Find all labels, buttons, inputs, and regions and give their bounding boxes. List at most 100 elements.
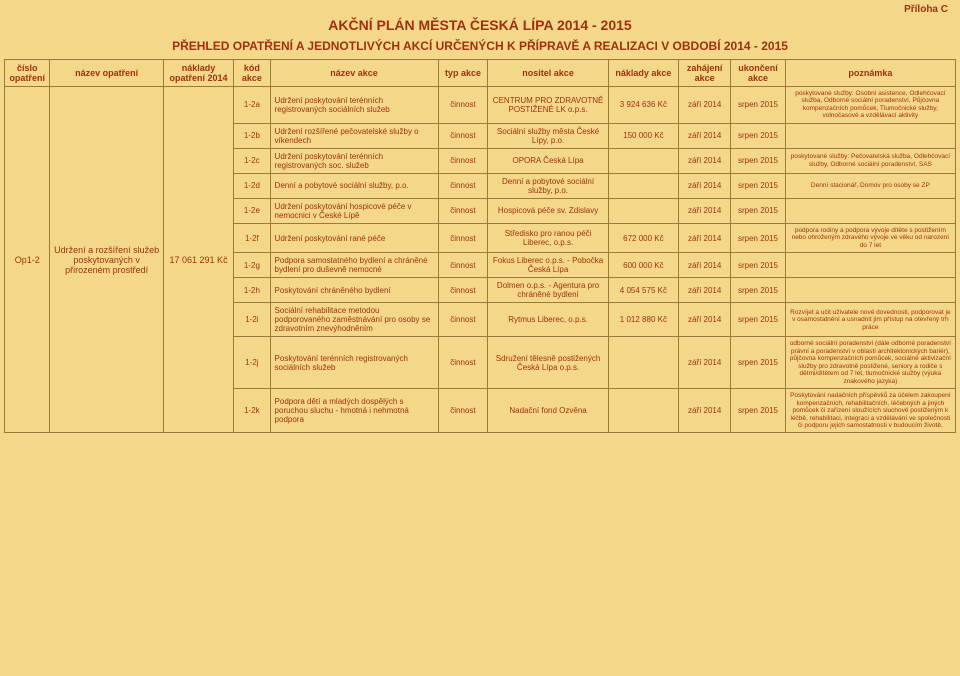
cell-naklady-akce: [608, 198, 678, 223]
cell-typ-akce: činnost: [438, 337, 488, 389]
cell-nositel: OPORA Česká Lípa: [488, 148, 608, 173]
cell-nazev-akce: Podpora samostatného bydlení a chráněné …: [270, 253, 438, 278]
hdr-nakladak: náklady akce: [608, 60, 678, 87]
cell-nositel: Nadační fond Ozvěna: [488, 389, 608, 433]
cell-naklady-akce: [608, 148, 678, 173]
hdr-cislo: číslo opatření: [5, 60, 50, 87]
cell-zahajeni: září 2014: [679, 123, 731, 148]
hdr-kod: kód akce: [234, 60, 270, 87]
cell-nositel: Sociální služby města České Lípy, p.o.: [488, 123, 608, 148]
cell-zahajeni: září 2014: [679, 337, 731, 389]
cell-ukonceni: srpen 2015: [731, 223, 785, 252]
cell-ukonceni: srpen 2015: [731, 389, 785, 433]
cell-nazev-akce: Sociální rehabilitace metodou podporovan…: [270, 303, 438, 337]
cell-naklady-akce: 3 924 636 Kč: [608, 87, 678, 124]
cell-nazev-akce: Udržení rozšířené pečovatelské služby o …: [270, 123, 438, 148]
cell-ukonceni: srpen 2015: [731, 173, 785, 198]
cell-zahajeni: září 2014: [679, 389, 731, 433]
header-row: číslo opatření název opatření náklady op…: [5, 60, 956, 87]
cell-ukonceni: srpen 2015: [731, 198, 785, 223]
cell-nositel: Dolmen o.p.s. - Agentura pro chráněné by…: [488, 278, 608, 303]
cell-typ-akce: činnost: [438, 198, 488, 223]
hdr-uko: ukončení akce: [731, 60, 785, 87]
cell-typ-akce: činnost: [438, 173, 488, 198]
cell-zahajeni: září 2014: [679, 198, 731, 223]
cell-typ-akce: činnost: [438, 123, 488, 148]
cell-nositel: Fokus Liberec o.p.s. - Pobočka Česká Líp…: [488, 253, 608, 278]
table-row: Op1-2Udržení a rozšíření služeb poskytov…: [5, 87, 956, 124]
doc-title-1: AKČNÍ PLÁN MĚSTA ČESKÁ LÍPA 2014 - 2015: [4, 17, 956, 33]
cell-typ-akce: činnost: [438, 253, 488, 278]
cell-naklady-akce: [608, 173, 678, 198]
hdr-nositel: nositel akce: [488, 60, 608, 87]
document-page: Příloha C AKČNÍ PLÁN MĚSTA ČESKÁ LÍPA 20…: [0, 0, 960, 437]
cell-nazev-akce: Poskytování terénních registrovaných soc…: [270, 337, 438, 389]
cell-kod: 1-2k: [234, 389, 270, 433]
cell-naklady-akce: 4 054 575 Kč: [608, 278, 678, 303]
cell-nositel: Sdružení tělesně postižených Česká Lípa …: [488, 337, 608, 389]
cell-poznamka: Poskytování nadačních příspěvků za účele…: [785, 389, 955, 433]
cell-zahajeni: září 2014: [679, 278, 731, 303]
cell-typ-akce: činnost: [438, 278, 488, 303]
cell-nositel: Rytmus Liberec, o.p.s.: [488, 303, 608, 337]
cell-kod: 1-2f: [234, 223, 270, 252]
cell-cislo-opatreni: Op1-2: [5, 87, 50, 433]
cell-kod: 1-2g: [234, 253, 270, 278]
cell-typ-akce: činnost: [438, 87, 488, 124]
hdr-zah: zahájení akce: [679, 60, 731, 87]
cell-naklady-akce: [608, 389, 678, 433]
cell-zahajeni: září 2014: [679, 303, 731, 337]
cell-kod: 1-2b: [234, 123, 270, 148]
cell-naklady-opatreni: 17 061 291 Kč: [163, 87, 233, 433]
action-plan-table: číslo opatření název opatření náklady op…: [4, 59, 956, 433]
cell-naklady-akce: 150 000 Kč: [608, 123, 678, 148]
cell-poznamka: poskytované služby: Osobní asistence, Od…: [785, 87, 955, 124]
cell-nositel: Hospicová péče sv. Zdislavy: [488, 198, 608, 223]
cell-nositel: Denní a pobytové sociální služby, p.o.: [488, 173, 608, 198]
cell-zahajeni: září 2014: [679, 253, 731, 278]
annex-label: Příloha C: [4, 4, 956, 15]
cell-ukonceni: srpen 2015: [731, 148, 785, 173]
cell-ukonceni: srpen 2015: [731, 253, 785, 278]
cell-naklady-akce: 600 000 Kč: [608, 253, 678, 278]
cell-zahajeni: září 2014: [679, 173, 731, 198]
cell-ukonceni: srpen 2015: [731, 303, 785, 337]
cell-poznamka: Denní stacionář, Domov pro osoby se ZP: [785, 173, 955, 198]
cell-kod: 1-2i: [234, 303, 270, 337]
cell-zahajeni: září 2014: [679, 223, 731, 252]
cell-nazev-opatreni: Udržení a rozšíření služeb poskytovaných…: [50, 87, 163, 433]
cell-poznamka: [785, 123, 955, 148]
hdr-nazevop: název opatření: [50, 60, 163, 87]
hdr-typ: typ akce: [438, 60, 488, 87]
cell-ukonceni: srpen 2015: [731, 278, 785, 303]
cell-nazev-akce: Udržení poskytování terénních registrova…: [270, 148, 438, 173]
cell-kod: 1-2d: [234, 173, 270, 198]
cell-nositel: CENTRUM PRO ZDRAVOTNĚ POSTIŽENÉ LK o.p.s…: [488, 87, 608, 124]
hdr-pozn: poznámka: [785, 60, 955, 87]
cell-zahajeni: září 2014: [679, 87, 731, 124]
cell-poznamka: [785, 198, 955, 223]
cell-nazev-akce: Denní a pobytové sociální služby, p.o.: [270, 173, 438, 198]
cell-typ-akce: činnost: [438, 223, 488, 252]
cell-nazev-akce: Podpora dětí a mladých dospělých s poruc…: [270, 389, 438, 433]
cell-naklady-akce: 672 000 Kč: [608, 223, 678, 252]
cell-typ-akce: činnost: [438, 148, 488, 173]
hdr-nakladyop: náklady opatření 2014: [163, 60, 233, 87]
table-body: Op1-2Udržení a rozšíření služeb poskytov…: [5, 87, 956, 433]
cell-nositel: Středisko pro ranou péči Liberec, o.p.s.: [488, 223, 608, 252]
cell-poznamka: [785, 278, 955, 303]
cell-typ-akce: činnost: [438, 389, 488, 433]
cell-ukonceni: srpen 2015: [731, 87, 785, 124]
cell-nazev-akce: Udržení poskytování hospicové péče v nem…: [270, 198, 438, 223]
cell-nazev-akce: Udržení poskytování terénních registrova…: [270, 87, 438, 124]
hdr-nazevak: název akce: [270, 60, 438, 87]
cell-poznamka: poskytované služby: Pečovatelská služba,…: [785, 148, 955, 173]
cell-poznamka: Rozvíjet a učit uživatele nové dovednost…: [785, 303, 955, 337]
cell-ukonceni: srpen 2015: [731, 123, 785, 148]
cell-kod: 1-2c: [234, 148, 270, 173]
cell-naklady-akce: [608, 337, 678, 389]
cell-kod: 1-2a: [234, 87, 270, 124]
cell-poznamka: podpora rodiny a podpora vývoje dítěte s…: [785, 223, 955, 252]
doc-title-2: PŘEHLED OPATŘENÍ A JEDNOTLIVÝCH AKCÍ URČ…: [4, 39, 956, 53]
cell-nazev-akce: Udržení poskytování rané péče: [270, 223, 438, 252]
